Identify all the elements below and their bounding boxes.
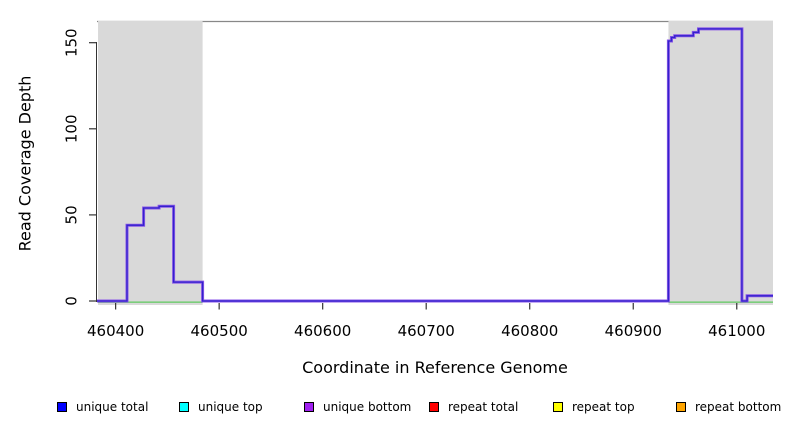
y-axis-title: Read Coverage Depth [15,75,35,252]
legend-swatch-icon [553,402,563,412]
legend: unique total unique top unique bottom repea… [0,398,792,418]
legend-swatch-icon [304,402,314,412]
y-tick-label: 0 [63,296,81,306]
x-axis-title: Coordinate in Reference Genome [302,358,568,377]
legend-label: repeat total [448,400,519,414]
x-tick-label: 460500 [191,322,248,340]
legend-label: repeat top [572,400,635,414]
coverage-step-line-core [97,28,773,302]
x-tick-label: 460700 [398,322,455,340]
legend-swatch-icon [57,402,67,412]
y-tick-label: 100 [63,114,81,143]
legend-item-repeat-total: repeat total [429,398,518,416]
x-tick-label: 460600 [294,322,351,340]
repeat-region-2 [668,21,773,305]
x-tick-label: 460400 [87,322,144,340]
legend-label: unique total [76,400,149,414]
legend-item-unique-total: unique total [57,398,148,416]
x-tick-label: 460800 [501,322,558,340]
y-tick-label: 50 [63,205,81,224]
x-tick-label: 460900 [605,322,662,340]
legend-item-unique-bottom: unique bottom [304,398,411,416]
legend-item-repeat-bottom: repeat bottom [676,398,781,416]
repeat-region-1 [98,21,203,305]
legend-label: unique bottom [323,400,412,414]
legend-item-unique-top: unique top [179,398,263,416]
legend-swatch-icon [179,402,189,412]
legend-swatch-icon [429,402,439,412]
legend-label: unique top [198,400,263,414]
legend-item-repeat-top: repeat top [553,398,635,416]
legend-label: repeat bottom [695,400,782,414]
y-tick-label: 150 [63,28,81,57]
x-tick-label: 461000 [708,322,765,340]
legend-swatch-icon [676,402,686,412]
